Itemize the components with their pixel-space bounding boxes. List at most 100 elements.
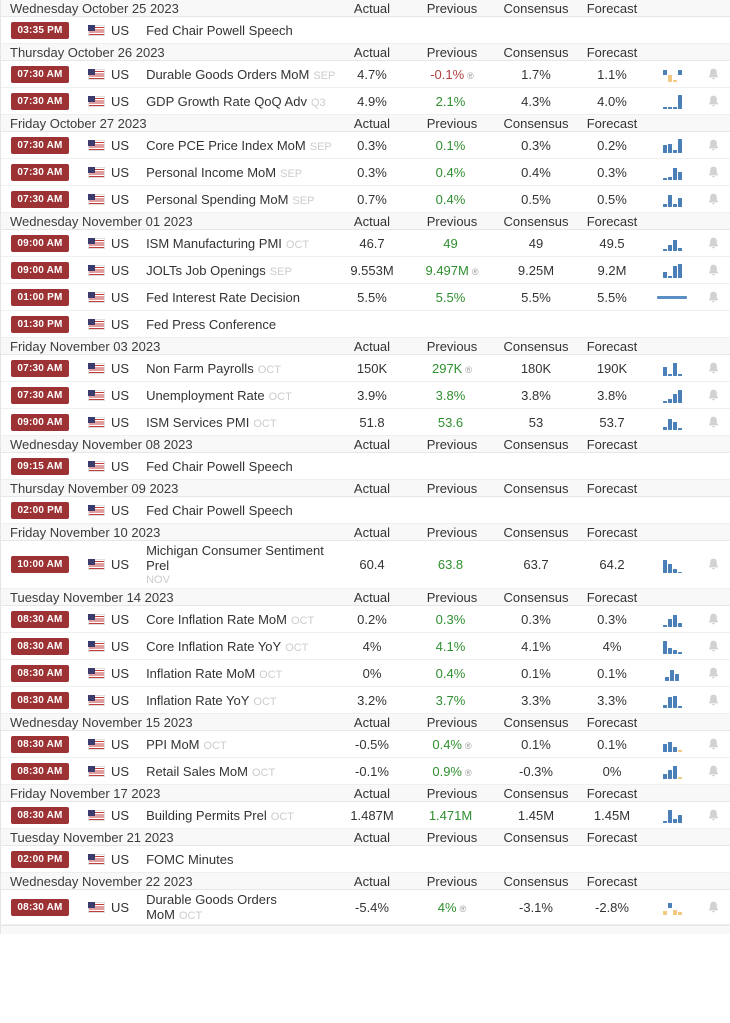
sparkline-chart[interactable] [648, 557, 696, 573]
bell-cell[interactable] [696, 764, 730, 779]
event-title-wrap: Fed Chair Powell Speech [146, 459, 297, 474]
reference-period: OCT [285, 238, 310, 251]
event-title-link[interactable]: Core Inflation Rate MoM [146, 611, 287, 627]
sparkline-chart[interactable] [648, 360, 696, 376]
sparkline-chart[interactable] [648, 807, 696, 823]
calendar-section: Friday November 17 2023 Actual Previous … [1, 785, 730, 829]
event-title-link[interactable]: JOLTs Job Openings [146, 262, 266, 278]
time-badge: 08:30 AM [11, 664, 69, 682]
time-badge: 07:30 AM [11, 136, 69, 154]
bell-cell[interactable] [696, 138, 730, 153]
event-title-link[interactable]: Fed Chair Powell Speech [146, 458, 293, 474]
bell-cell[interactable] [696, 290, 730, 305]
event-title-link[interactable]: GDP Growth Rate QoQ Adv [146, 93, 307, 109]
bell-cell[interactable] [696, 361, 730, 376]
event-row: 01:00 PM US Fed Interest Rate Decision 5… [1, 284, 730, 311]
bell-cell[interactable] [696, 165, 730, 180]
sparkline-chart[interactable] [648, 137, 696, 153]
bell-cell[interactable] [696, 263, 730, 278]
consensus-value: 9.25M [517, 262, 555, 278]
sparkline-chart[interactable] [648, 262, 696, 278]
us-flag-icon [88, 166, 105, 178]
event-title-link[interactable]: PPI MoM [146, 736, 200, 752]
date-label: Friday October 27 2023 [10, 115, 147, 131]
sparkline-chart[interactable] [648, 692, 696, 708]
mini-bar-chart-icon [662, 763, 682, 779]
previous-value: 49 [443, 235, 458, 251]
bell-icon [708, 362, 718, 373]
event-title-link[interactable]: ISM Services PMI [146, 414, 250, 430]
column-header-forecast: Forecast [586, 714, 638, 730]
consensus-value: 5.5% [521, 289, 551, 305]
consensus-value: 0.3% [521, 137, 551, 153]
sparkline-chart[interactable] [648, 387, 696, 403]
event-title-link[interactable]: Retail Sales MoM [146, 763, 248, 779]
event-title-link[interactable]: Durable Goods Orders MoM [146, 66, 310, 82]
sparkline-chart[interactable] [648, 414, 696, 430]
event-title-link[interactable]: Fed Chair Powell Speech [146, 22, 293, 38]
bell-cell[interactable] [696, 415, 730, 430]
bell-cell[interactable] [696, 94, 730, 109]
sparkline-chart[interactable] [648, 611, 696, 627]
sparkline-chart[interactable] [648, 899, 696, 915]
country-label: US [111, 851, 130, 867]
event-title-link[interactable]: Michigan Consumer Sentiment Prel [146, 543, 324, 573]
event-title-link[interactable]: Durable Goods Orders MoM [146, 892, 277, 922]
event-title-link[interactable]: Fed Chair Powell Speech [146, 502, 293, 518]
previous-value: 3.8% [435, 387, 466, 403]
event-title-link[interactable]: Unemployment Rate [146, 387, 265, 403]
event-title-link[interactable]: Personal Income MoM [146, 164, 277, 180]
consensus-value: 0.1% [521, 736, 551, 752]
date-header-row: Wednesday November 01 2023 Actual Previo… [1, 213, 730, 230]
bell-cell[interactable] [696, 388, 730, 403]
time-badge: 03:35 PM [11, 21, 69, 39]
sparkline-chart[interactable] [648, 638, 696, 654]
sparkline-chart[interactable] [648, 191, 696, 207]
event-title-link[interactable]: Non Farm Payrolls [146, 360, 254, 376]
country-label: US [111, 557, 130, 572]
bell-cell[interactable] [696, 557, 730, 572]
bell-cell[interactable] [696, 67, 730, 82]
revised-icon: ® [459, 903, 467, 914]
calendar-section: Wednesday November 15 2023 Actual Previo… [1, 714, 730, 785]
event-title-link[interactable]: Fed Interest Rate Decision [146, 289, 300, 305]
event-title-link[interactable]: Core PCE Price Index MoM [146, 137, 306, 153]
time-badge: 10:00 AM [11, 556, 69, 573]
sparkline-chart[interactable] [648, 164, 696, 180]
event-title-link[interactable]: Building Permits Prel [146, 807, 267, 823]
sparkline-chart[interactable] [648, 665, 696, 681]
sparkline-chart[interactable] [648, 93, 696, 109]
event-title-link[interactable]: Personal Spending MoM [146, 191, 289, 207]
bell-cell[interactable] [696, 666, 730, 681]
reference-period: OCT [268, 390, 292, 403]
event-title-link[interactable]: Core Inflation Rate YoY [146, 638, 282, 654]
bell-cell[interactable] [696, 900, 730, 915]
consensus-value: 3.8% [521, 387, 551, 403]
event-row: 09:15 AM US Fed Chair Powell Speech [1, 453, 730, 480]
event-row: 10:00 AM US Michigan Consumer Sentiment … [1, 541, 730, 589]
event-title-link[interactable]: Fed Press Conference [146, 316, 277, 332]
time-badge: 02:00 PM [11, 501, 69, 519]
bell-cell[interactable] [696, 192, 730, 207]
sparkline-chart[interactable] [648, 66, 696, 82]
sparkline-chart[interactable] [648, 235, 696, 251]
bell-cell[interactable] [696, 808, 730, 823]
reference-period: OCT [253, 695, 277, 708]
bell-cell[interactable] [696, 236, 730, 251]
us-flag-icon [88, 24, 105, 36]
event-left: 08:30 AM US Core Inflation Rate YoY OCT [1, 637, 336, 655]
event-title-link[interactable]: Inflation Rate YoY [146, 692, 250, 708]
sparkline-chart[interactable] [648, 295, 696, 299]
bell-cell[interactable] [696, 639, 730, 654]
sparkline-chart[interactable] [648, 763, 696, 779]
event-title-link[interactable]: ISM Manufacturing PMI [146, 235, 282, 251]
column-header-actual: Actual [353, 436, 391, 452]
bell-cell[interactable] [696, 693, 730, 708]
event-title-link[interactable]: FOMC Minutes [146, 851, 234, 867]
time-badge: 07:30 AM [11, 65, 69, 83]
consensus-value: -3.1% [519, 899, 553, 915]
bell-cell[interactable] [696, 612, 730, 627]
event-title-link[interactable]: Inflation Rate MoM [146, 665, 256, 681]
sparkline-chart[interactable] [648, 736, 696, 752]
bell-cell[interactable] [696, 737, 730, 752]
